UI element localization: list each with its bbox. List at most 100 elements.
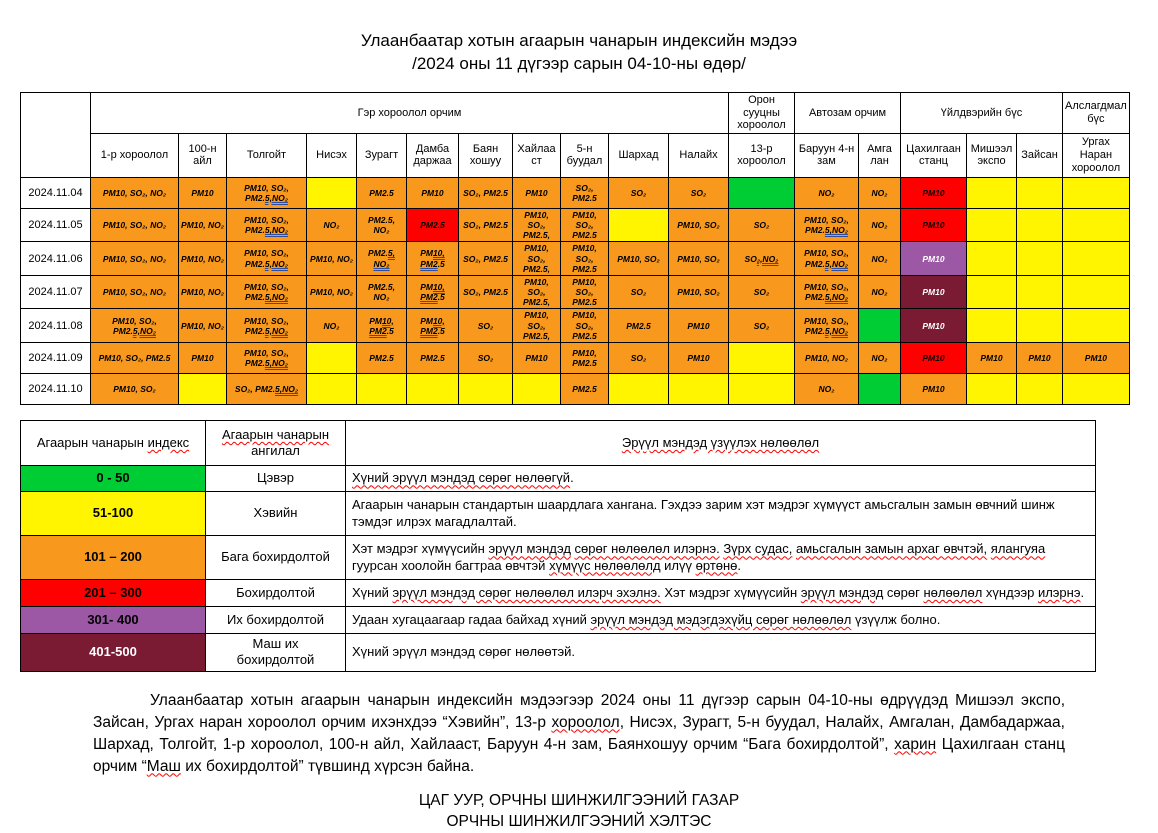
text-segment: PM10 (922, 187, 945, 198)
aqi-cell: PM10, SO₂, PM2.5,NO₂ (226, 241, 307, 276)
legend-description-cell: Хэт мэдрэг хүмүүсийн эрүүл мэндэд сөрөг … (345, 535, 1096, 581)
text-segment: Маш (146, 757, 181, 775)
text-segment: хүндээр (982, 584, 1038, 600)
table-row: 2024.11.05 PM10, SO₂, NO₂ PM10, NO₂ PM10, S… (20, 207, 1130, 243)
text-segment: 5,NO₂ (824, 325, 848, 336)
text-segment: эрүүл мэндэд (800, 584, 884, 600)
text-segment: PM10, SO₂, PM2.5 (572, 310, 597, 341)
text-segment: PM10, SO₂, PM2.5, (523, 209, 550, 241)
text-segment: PM2.5 (369, 352, 394, 363)
aqi-cell: PM10, SO₂, PM2.5 (90, 342, 179, 375)
text-segment: SO₂ (477, 320, 494, 331)
station-column-header: 13-р хороолол (728, 132, 795, 178)
text-segment: PM10, SO₂, PM2. (244, 248, 289, 269)
aqi-cell: PM10 (900, 308, 967, 344)
text-segment: SO₂ (753, 287, 770, 298)
station-column-header: Баян хошуу (458, 132, 513, 178)
text-segment: PM10, SO₂, PM2. (244, 182, 289, 203)
aqi-cell: PM10, SO₂ (90, 373, 179, 406)
station-column-header: Мишээл экспо (966, 132, 1017, 178)
text-segment: SO₂ (753, 219, 770, 230)
aqi-cell: PM10, PM2.5 (560, 342, 609, 375)
legend-description-cell: Хүний эрүүл мэндэд сөрөг нөлөөгүй. (345, 465, 1096, 493)
aqi-cell: NO₂ (858, 207, 901, 243)
aqi-cell (608, 373, 669, 406)
station-column-header: 5-н буудал (560, 132, 609, 178)
text-segment: 10, PM2 (369, 315, 394, 336)
aqi-cell: PM10, SO₂, PM2.5,NO₂ (794, 274, 859, 310)
text-segment: харин (894, 735, 937, 753)
aqi-cell (178, 373, 227, 406)
aqi-cell (966, 308, 1017, 344)
text-segment: PM2.5, NO₂ (368, 214, 395, 236)
aqi-cell: PM10, NO₂ (794, 342, 859, 375)
text-segment: SO₂ (630, 352, 647, 363)
text-segment: 10, PM2 (420, 282, 445, 303)
zone-group-header: Гэр хороолол орчим (90, 91, 729, 134)
aqi-cell: PM10, NO₂ (178, 274, 227, 310)
text-segment: PM10, SO₂, PM2. (112, 315, 157, 336)
aqi-cell (966, 241, 1017, 276)
aqi-cell: PM10, SO₂, NO₂ (90, 207, 179, 243)
date-cell: 2024.11.10 (20, 373, 91, 406)
text-segment: PM10, NO₂ (805, 352, 848, 363)
group-header-row: Гэр хороолол орчим Орон сууцны хороолол Ав… (20, 91, 1130, 178)
aqi-cell: PM10 (966, 342, 1017, 375)
text-segment: 5,NO₂ (264, 292, 288, 303)
legend-range-cell: 51-100 (20, 491, 206, 537)
legend-range-cell: 401-500 (20, 633, 206, 672)
text-segment: PM2.5 (369, 187, 394, 198)
text-segment: PM10, SO₂, PM2. (804, 214, 849, 236)
zone-group-header: Автозам орчим (794, 91, 901, 134)
text-segment: PM10, SO₂, PM2.5 (572, 276, 597, 308)
text-segment: 5,NO₂ (275, 383, 299, 394)
text-segment: 5,NO₂ (824, 292, 848, 303)
aqi-cell: PM10, SO₂, PM2.5, (512, 308, 561, 344)
text-segment: SO₂ (477, 352, 494, 363)
aqi-cell (1062, 308, 1130, 344)
text-segment: PM10 (687, 352, 710, 363)
text-segment: PM10, SO₂ (617, 253, 660, 264)
zone-group-header: Алслагдмал бүс (1062, 91, 1130, 134)
text-segment: SO₂, PM2.5 (572, 182, 597, 203)
legend-header-class: Агаарын чанарын ангилал (205, 420, 346, 467)
station-column-header: Нисэх (306, 132, 357, 178)
text-segment: PM2.5 (572, 383, 597, 394)
text-segment: PM10, SO₂, PM2. (244, 282, 289, 303)
text-segment: NO₂ (323, 219, 340, 230)
date-cell: 2024.11.07 (20, 274, 91, 310)
text-segment: PM10 (922, 287, 945, 298)
aqi-cell (1062, 274, 1130, 310)
text-segment: 5,NO₂ (264, 358, 288, 369)
aqi-cell: PM10 (178, 176, 227, 209)
aqi-cell (1016, 241, 1063, 276)
text-segment: PM10 (191, 187, 214, 198)
aqi-cell: SO₂ (608, 342, 669, 375)
aqi-cell (728, 373, 795, 406)
text-segment: PM10 (687, 320, 710, 331)
aqi-cell: SO₂, PM2.5 (458, 274, 513, 310)
table-row: 2024.11.07 PM10, SO₂, NO₂ PM10, NO₂ PM10, S… (20, 274, 1130, 310)
aqi-cell: PM2.5 (356, 176, 407, 209)
aqi-cell: PM10 (900, 274, 967, 310)
legend-row: 401-500 Маш их бохирдолтой Хүний эрүүл мэн… (20, 633, 1096, 672)
text-segment: SO (744, 253, 757, 264)
report-title: Улаанбаатар хотын агаарын чанарын индекс… (0, 0, 1158, 76)
text-segment: NO₂ (871, 219, 888, 230)
text-segment: үзүүлж болно. (851, 611, 941, 627)
text-segment: NO₂ (871, 187, 888, 198)
aqi-cell: PM10, SO₂, PM2.5 (560, 308, 609, 344)
text-segment: NO₂ (818, 383, 835, 394)
text-segment: 5,NO₂ (132, 325, 156, 336)
text-segment: 5,NO₂ (264, 325, 288, 336)
aqi-cell: PM10 (512, 342, 561, 375)
aqi-cell: PM2.5, NO₂ (356, 274, 407, 310)
aqi-cell: PM10, SO₂, PM2.5 (560, 241, 609, 276)
aqi-cell: PM10 (406, 176, 459, 209)
station-column-header: Толгойт (226, 132, 307, 178)
text-segment: NO₂ (818, 187, 835, 198)
text-segment: PM10, SO₂ (677, 253, 720, 264)
aqi-cell (512, 373, 561, 406)
text-segment: PM10 (191, 352, 214, 363)
aqi-cell (1062, 176, 1130, 209)
